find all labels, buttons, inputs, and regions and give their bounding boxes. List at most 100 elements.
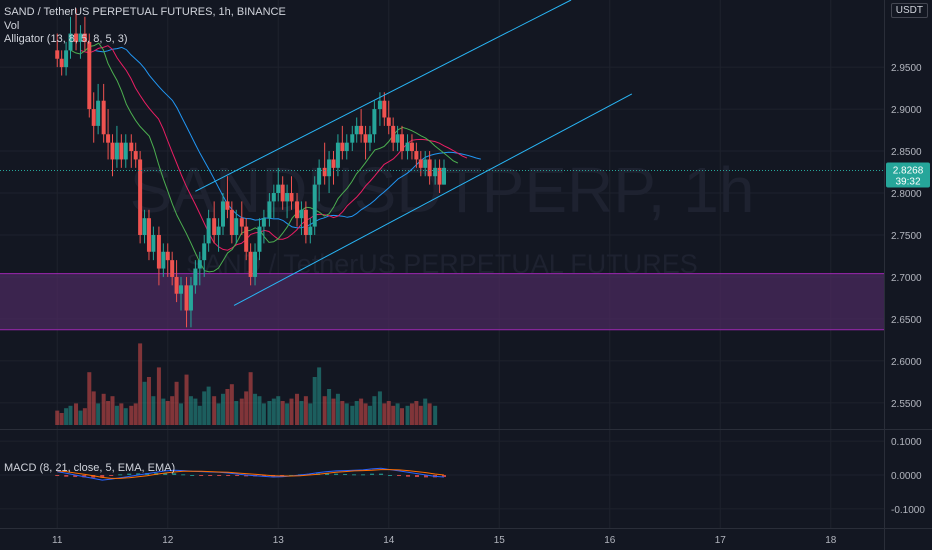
time-axis[interactable]: 11 12 13 14 15 16 17 18	[52, 535, 837, 546]
candle-body	[363, 134, 368, 143]
last-price-badge-bg	[886, 162, 930, 188]
volume-bar	[68, 405, 73, 425]
macd-histogram-bar	[217, 475, 222, 476]
volume-bar	[409, 403, 414, 425]
candle-body	[239, 218, 244, 227]
volume-bar	[87, 372, 92, 425]
volume-bar	[400, 408, 405, 425]
currency-selector[interactable]: USDT	[890, 3, 928, 18]
macd-histogram-bar	[55, 475, 60, 476]
candle-body	[119, 142, 124, 160]
macd-legend[interactable]: MACD (8, 21, close, 5, EMA, EMA)	[4, 462, 176, 474]
volume-bar	[335, 393, 340, 425]
candle-body	[170, 260, 175, 277]
candle-body	[87, 41, 92, 110]
volume-bar	[433, 405, 438, 425]
volume-bar	[367, 405, 372, 425]
candle-body	[317, 167, 322, 185]
volume-bar	[405, 405, 410, 425]
volume-bar	[382, 403, 387, 425]
volume-bar	[267, 401, 272, 425]
macd-line	[57, 467, 445, 481]
volume-bar	[344, 403, 349, 425]
candle-body	[350, 134, 355, 143]
trend-channel[interactable]	[195, 0, 633, 306]
time-tick-label: 15	[494, 535, 506, 546]
volume-legend[interactable]: Vol	[4, 20, 20, 32]
candle-body	[184, 285, 189, 311]
price-axis[interactable]: 2.5500 2.6000 2.6500 2.7000 2.7500 2.8000 2.85…	[886, 63, 930, 516]
candle-body	[133, 151, 138, 160]
candle-body	[308, 226, 313, 235]
candle-body	[138, 159, 143, 235]
volume-bar	[216, 403, 221, 425]
volume-bar	[74, 403, 79, 425]
zone-fill	[0, 273, 884, 330]
macd-histogram-bar	[442, 475, 446, 478]
macd-histogram-bar	[325, 473, 330, 475]
candle-body	[68, 33, 73, 51]
candle-body	[340, 142, 345, 152]
volume-bar	[331, 398, 336, 425]
candle-body	[359, 125, 364, 135]
price-tick-label: 2.6500	[891, 315, 922, 326]
candle-body	[331, 159, 336, 168]
macd-histogram-bar	[370, 473, 375, 475]
macd-histogram-bar	[118, 474, 123, 476]
volume-bar	[229, 384, 234, 425]
macd-histogram-bar	[334, 473, 339, 475]
candle-body	[91, 109, 96, 126]
signal-line	[57, 469, 445, 479]
volume-bar	[151, 396, 156, 425]
macd-tick-label: 0.0000	[891, 471, 922, 482]
support-zone[interactable]	[0, 273, 884, 331]
price-tick-label: 2.7000	[891, 273, 922, 284]
candle-body	[161, 251, 166, 269]
symbol-title[interactable]: SAND / TetherUS PERPETUAL FUTURES, 1h, B…	[4, 6, 286, 18]
volume-bar	[308, 403, 313, 425]
volume-bar	[276, 396, 281, 425]
candle-body	[405, 142, 410, 152]
volume-bar	[327, 389, 332, 425]
macd-histogram-bar	[208, 475, 213, 476]
candle-body	[234, 218, 239, 235]
volume-bar	[257, 396, 262, 425]
macd-histogram-bar	[190, 475, 195, 476]
volume-bar	[123, 408, 128, 425]
candle-body	[74, 33, 79, 42]
volume-bar	[142, 381, 147, 425]
time-tick-label: 18	[825, 535, 837, 546]
volume-bar	[303, 396, 308, 425]
macd-histogram-bar	[415, 475, 420, 478]
macd-histogram-bar	[109, 475, 114, 476]
volume-bars	[55, 343, 438, 425]
volume-bar	[244, 391, 249, 425]
candle-body	[123, 142, 128, 160]
candle-body	[64, 50, 69, 68]
macd-histogram-bar	[163, 472, 168, 475]
candle-body	[110, 142, 115, 160]
volume-bar	[427, 403, 432, 425]
volume-bar	[372, 396, 377, 425]
candlesticks	[55, 8, 446, 328]
candle-body	[248, 251, 253, 277]
candle-body	[206, 218, 211, 244]
candle-body	[367, 134, 372, 143]
candle-body	[327, 159, 332, 177]
macd-tick-label: 0.1000	[891, 437, 922, 448]
volume-bar	[234, 401, 239, 425]
candle-body	[101, 100, 106, 135]
candle-body	[382, 100, 387, 118]
price-tick-label: 2.7500	[891, 231, 922, 242]
volume-bar	[184, 374, 189, 425]
candle-body	[146, 218, 151, 252]
alligator-legend[interactable]: Alligator (13, 8, 5, 8, 5, 3)	[4, 33, 128, 45]
macd-histogram-bar	[172, 473, 177, 475]
candle-body	[312, 184, 317, 227]
candle-body	[244, 226, 249, 252]
volume-bar	[386, 401, 391, 425]
time-tick-label: 16	[604, 535, 616, 546]
